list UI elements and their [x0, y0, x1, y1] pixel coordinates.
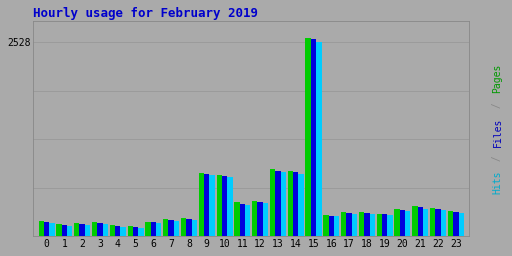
Bar: [227, 177, 232, 236]
Bar: [79, 224, 85, 236]
Bar: [258, 202, 263, 236]
Bar: [298, 174, 304, 236]
Bar: [453, 212, 459, 236]
Bar: [217, 175, 222, 236]
Bar: [145, 222, 151, 236]
Bar: [405, 211, 411, 236]
Bar: [199, 173, 204, 236]
Bar: [240, 204, 245, 236]
Bar: [102, 224, 108, 236]
Bar: [252, 201, 258, 236]
Bar: [163, 219, 168, 236]
Bar: [186, 219, 191, 236]
Bar: [181, 218, 186, 236]
Bar: [174, 221, 179, 236]
Bar: [323, 215, 329, 236]
Bar: [156, 223, 161, 236]
Bar: [44, 222, 49, 236]
Bar: [347, 213, 352, 236]
Text: /: /: [493, 150, 502, 167]
Text: Hits: Hits: [493, 170, 502, 194]
Bar: [245, 205, 250, 236]
Bar: [204, 174, 209, 236]
Bar: [448, 211, 453, 236]
Bar: [168, 220, 174, 236]
Bar: [359, 212, 364, 236]
Bar: [191, 220, 197, 236]
Bar: [377, 214, 382, 236]
Bar: [316, 42, 322, 236]
Bar: [435, 209, 441, 236]
Bar: [92, 222, 97, 236]
Bar: [151, 222, 156, 236]
Bar: [394, 209, 400, 236]
Text: /: /: [493, 97, 502, 114]
Bar: [234, 202, 240, 236]
Bar: [459, 213, 464, 236]
Bar: [74, 223, 79, 236]
Bar: [127, 226, 133, 236]
Bar: [120, 227, 126, 236]
Bar: [364, 213, 370, 236]
Bar: [275, 170, 281, 236]
Bar: [222, 176, 227, 236]
Bar: [418, 207, 423, 236]
Bar: [334, 217, 339, 236]
Bar: [85, 225, 90, 236]
Text: Hourly usage for February 2019: Hourly usage for February 2019: [33, 7, 258, 20]
Bar: [341, 212, 347, 236]
Bar: [293, 173, 298, 236]
Bar: [311, 39, 316, 236]
Bar: [110, 225, 115, 236]
Bar: [400, 210, 405, 236]
Bar: [423, 209, 428, 236]
Bar: [115, 226, 120, 236]
Bar: [56, 224, 61, 236]
Text: Pages: Pages: [493, 64, 502, 93]
Bar: [388, 215, 393, 236]
Bar: [270, 169, 275, 236]
Bar: [97, 223, 102, 236]
Bar: [306, 38, 311, 236]
Bar: [38, 221, 44, 236]
Bar: [370, 214, 375, 236]
Bar: [67, 226, 72, 236]
Bar: [412, 206, 418, 236]
Bar: [61, 225, 67, 236]
Bar: [133, 227, 138, 236]
Bar: [352, 214, 357, 236]
Bar: [430, 208, 435, 236]
Bar: [281, 172, 286, 236]
Text: Files: Files: [493, 117, 502, 147]
Bar: [209, 175, 215, 236]
Bar: [382, 214, 388, 236]
Bar: [138, 228, 143, 236]
Bar: [329, 216, 334, 236]
Bar: [441, 210, 446, 236]
Bar: [263, 203, 268, 236]
Bar: [49, 223, 55, 236]
Bar: [288, 171, 293, 236]
